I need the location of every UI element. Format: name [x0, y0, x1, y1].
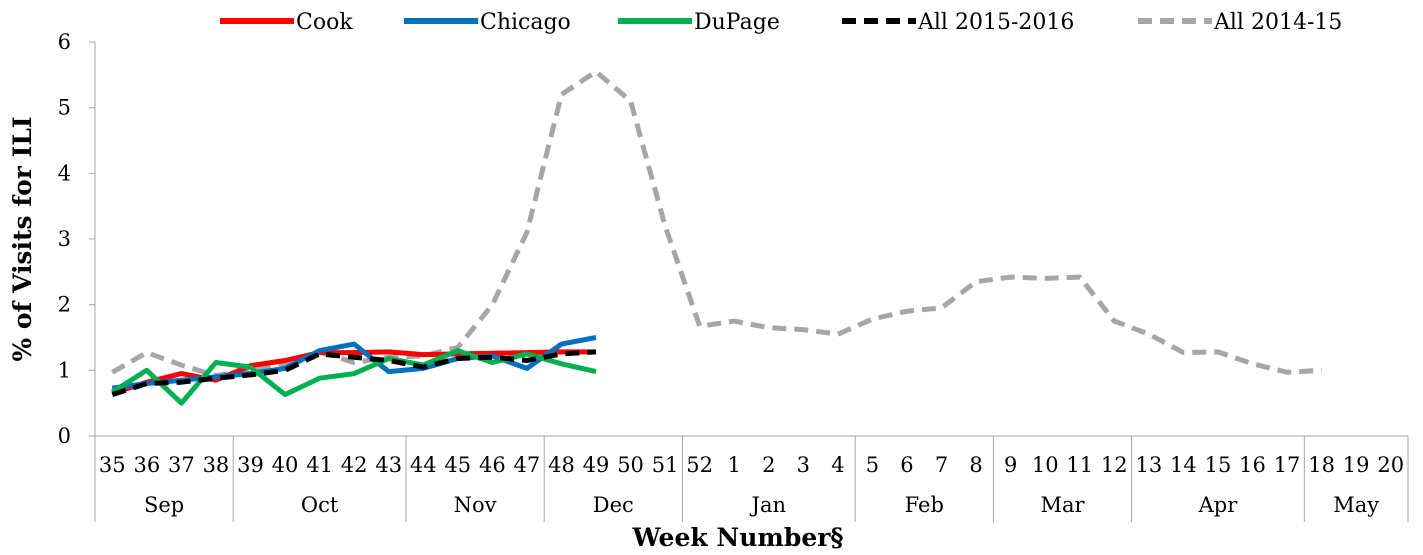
x-tick-label: 12 [1101, 453, 1128, 477]
x-tick-label: 14 [1170, 453, 1197, 477]
x-tick-label: 37 [168, 453, 195, 477]
y-tick-label: 4 [58, 161, 71, 185]
legend-label: All 2015-2016 [917, 10, 1074, 35]
x-tick-label: 19 [1343, 453, 1370, 477]
series-line-all-2014-15 [111, 69, 1322, 379]
month-label-oct: Oct [301, 493, 339, 517]
y-tick-label: 6 [58, 30, 71, 54]
month-label-may: May [1333, 493, 1379, 517]
legend-item-chicago: Chicago [404, 10, 571, 35]
series-line-chicago [111, 335, 597, 391]
legend-label: Cook [296, 10, 353, 35]
x-tick-label: 9 [1004, 453, 1017, 477]
x-tick-label: 3 [797, 453, 810, 477]
legend-item-all-2015-2016: All 2015-2016 [842, 10, 1074, 35]
series-line-dupage [110, 348, 597, 406]
x-tick-label: 48 [548, 453, 575, 477]
x-tick-label: 8 [969, 453, 982, 477]
y-tick-label: 5 [58, 96, 71, 120]
month-label-jan: Jan [750, 493, 786, 517]
legend-item-cook: Cook [220, 10, 353, 35]
x-tick-label: 52 [686, 453, 713, 477]
x-tick-label: 50 [617, 453, 644, 477]
y-axis: 0 1 2 3 4 5 6 [58, 30, 96, 448]
x-tick-label: 4 [831, 453, 844, 477]
x-axis: 35 36 37 38 39 40 41 42 43 44 45 46 47 48 49 50 51 52 1 2 3 4… [94, 435, 1409, 522]
y-tick-label: 0 [58, 424, 71, 448]
x-tick-label: 2 [762, 453, 775, 477]
x-tick-label: 44 [410, 453, 437, 477]
x-tick-label: 5 [866, 453, 879, 477]
x-axis-title: Week Number§ [632, 523, 844, 552]
x-tick-label: 49 [583, 453, 610, 477]
legend-label: Chicago [480, 10, 571, 35]
x-tick-label: 42 [341, 453, 368, 477]
x-tick-label: 18 [1308, 453, 1335, 477]
month-label-nov: Nov [454, 493, 497, 517]
legend-item-dupage: DuPage [618, 10, 780, 35]
series-line-all-2015-2016 [111, 349, 597, 397]
x-tick-label: 39 [237, 453, 264, 477]
y-tick-label: 1 [58, 358, 71, 382]
month-label-feb: Feb [905, 493, 944, 517]
x-tick-label: 35 [99, 453, 126, 477]
x-tick-label: 1 [728, 453, 741, 477]
legend: Cook Chicago DuPage All 2015-2016 All 2014-1… [220, 10, 1342, 35]
x-tick-label: 38 [203, 453, 230, 477]
month-label-apr: Apr [1198, 493, 1239, 517]
x-tick-label: 15 [1205, 453, 1232, 477]
x-tick-label: 51 [652, 453, 679, 477]
x-tick-label: 36 [133, 453, 160, 477]
x-tick-label: 40 [272, 453, 299, 477]
series-line-cook [111, 349, 596, 396]
x-tick-label: 6 [900, 453, 913, 477]
legend-label: All 2014-15 [1213, 10, 1342, 35]
month-label-mar: Mar [1040, 493, 1085, 517]
legend-label: DuPage [694, 10, 780, 35]
x-tick-label: 17 [1274, 453, 1301, 477]
plot-area [110, 69, 1322, 406]
x-tick-label: 11 [1066, 453, 1093, 477]
month-label-sep: Sep [144, 493, 184, 517]
x-tick-label: 43 [375, 453, 402, 477]
x-tick-label: 41 [306, 453, 333, 477]
x-tick-label: 16 [1239, 453, 1266, 477]
x-tick-label: 10 [1032, 453, 1059, 477]
x-tick-label: 46 [479, 453, 506, 477]
x-tick-label: 47 [514, 453, 541, 477]
y-tick-label: 3 [58, 227, 71, 251]
x-tick-label: 20 [1377, 453, 1404, 477]
y-tick-label: 2 [58, 293, 71, 317]
x-tick-label: 13 [1135, 453, 1162, 477]
y-axis-title: % of Visits for ILI [8, 116, 37, 361]
legend-item-all-2014-15: All 2014-15 [1138, 10, 1342, 35]
x-tick-label: 45 [444, 453, 471, 477]
x-tick-label: 7 [935, 453, 948, 477]
month-label-dec: Dec [593, 493, 634, 517]
